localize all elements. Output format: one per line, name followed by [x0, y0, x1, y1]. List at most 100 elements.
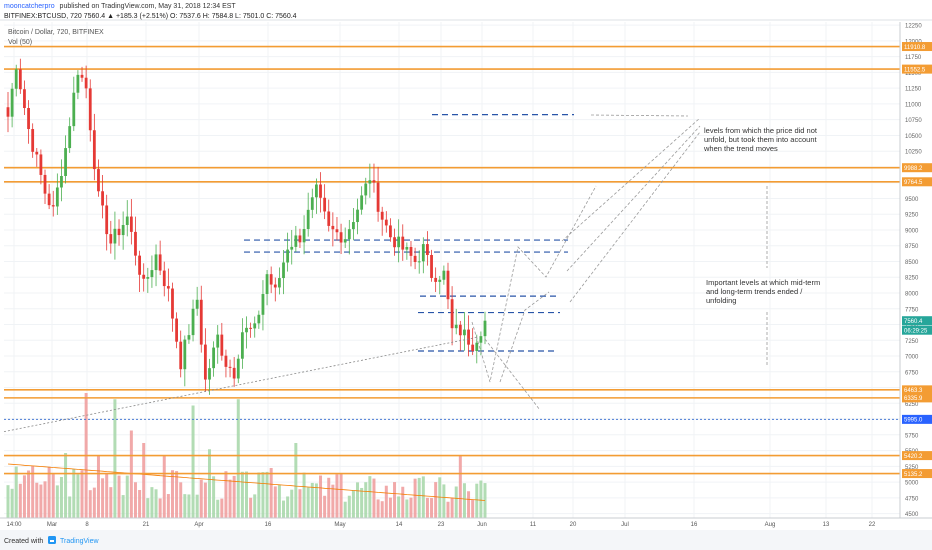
candle-body [43, 174, 47, 194]
candle-body [454, 324, 458, 329]
candle-body [430, 254, 433, 278]
volume-bar [88, 490, 92, 518]
y-tick-label: 4750 [905, 496, 919, 502]
candle-body [479, 336, 483, 343]
x-tick-label: 16 [265, 522, 272, 528]
candle-body [105, 205, 109, 235]
volume-bar [138, 490, 142, 518]
ticker-line: BITFINEX:BTCUSD, 720 7560.4 ▲ +185.3 (+2… [4, 13, 297, 20]
candle-body [273, 284, 277, 288]
candle-body [421, 244, 425, 262]
candle-body [158, 254, 162, 271]
volume-bar [310, 482, 314, 518]
volume-bar [360, 487, 364, 518]
volume-bar [216, 499, 220, 518]
y-tick-label: 11000 [905, 102, 922, 108]
annotation-mid: Important levels at which mid-term and l… [706, 278, 822, 305]
candle-body [39, 154, 43, 175]
candle-body [409, 246, 413, 256]
volume-bar [236, 399, 240, 518]
blue-level-label: 5995.0 [904, 418, 923, 424]
candle-body [442, 270, 446, 280]
volume-bar [269, 468, 273, 518]
y-tick-label: 10750 [905, 118, 922, 124]
volume-bar [298, 489, 302, 518]
x-tick-label: 14 [396, 522, 403, 528]
volume-bar [121, 495, 125, 518]
volume-bar [314, 483, 318, 518]
candle-body [76, 74, 80, 93]
candle-body [216, 334, 220, 348]
y-tick-label: 9250 [905, 213, 919, 219]
candle-body [426, 244, 429, 255]
volume-bar [240, 471, 244, 518]
candle-body [306, 209, 310, 230]
candle-body [191, 308, 195, 336]
trendlines [3, 336, 479, 433]
volume-bar [323, 495, 327, 518]
volume-bar [277, 485, 281, 518]
candle-body [450, 299, 454, 329]
candle-body [389, 225, 392, 238]
footer: Created with TradingView [0, 530, 932, 550]
candle-body [384, 219, 388, 226]
price-level-label: 6463.3 [904, 388, 923, 394]
volume-bar [467, 491, 471, 518]
candle-body [434, 277, 438, 282]
volume-bar [462, 483, 466, 518]
y-tick-label: 8000 [905, 292, 919, 298]
tradingview-brand[interactable]: TradingView [60, 538, 99, 545]
volume-bar [343, 501, 347, 518]
volume-bar [117, 475, 121, 518]
volume-bar [245, 471, 248, 518]
time-axis[interactable]: 14:00 Mar 8 21 Apr 16 May 14 23 Jun 11 20 Jul 16 Aug 13… [0, 517, 932, 528]
indicator-label: Vol (50) [8, 39, 32, 46]
candle-body [290, 246, 294, 250]
header-line: mooncatcherpro published on TradingView.… [4, 3, 236, 10]
candle-body [393, 237, 396, 248]
candle-body [212, 347, 216, 369]
x-tick-label: 22 [869, 522, 876, 528]
volume-bar [290, 489, 294, 518]
candle-body [376, 182, 380, 212]
candle-body [97, 169, 100, 192]
candle-body [319, 184, 322, 198]
author-link[interactable]: mooncatcherpro [4, 3, 55, 10]
price-level-tag [902, 64, 932, 74]
candle-body [286, 249, 290, 263]
volume-bar [142, 443, 146, 518]
volume-bar [388, 497, 392, 518]
candle-body [113, 228, 117, 244]
volume-bar [479, 480, 483, 518]
price-level-label: 11552.5 [904, 67, 926, 73]
candle-body [438, 279, 442, 282]
volume-bar [179, 482, 183, 518]
volume-bar [438, 477, 442, 518]
volume-bar [51, 474, 55, 518]
candle-body [187, 335, 191, 340]
price-level-label: 11910.8 [904, 45, 926, 51]
volume-bar [249, 497, 253, 518]
volume-bar [417, 477, 421, 518]
candle-body [483, 320, 487, 337]
candle-body [413, 255, 417, 262]
created-with: Created with [4, 538, 43, 545]
candle-body [154, 254, 158, 271]
candle-body [339, 232, 343, 243]
dashed-levels [244, 114, 574, 352]
volume-bar [475, 483, 479, 518]
candle-body [117, 228, 121, 236]
y-tick-label: 6250 [905, 402, 919, 408]
candle-body [179, 341, 183, 370]
x-tick-label: 20 [570, 522, 577, 528]
volume-bar [483, 483, 487, 518]
plot-area[interactable] [0, 19, 932, 518]
x-tick-label: Jul [621, 522, 629, 528]
candle-body [10, 88, 14, 117]
projection-arrow [561, 117, 701, 242]
volume-bar [125, 475, 129, 518]
price-axis[interactable]: 1225012000117501150011250110001075010500… [899, 22, 932, 518]
candle-body [64, 148, 67, 176]
candle-body [397, 236, 401, 248]
